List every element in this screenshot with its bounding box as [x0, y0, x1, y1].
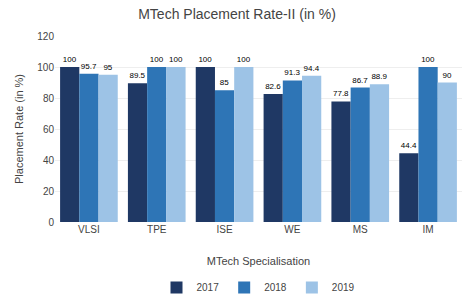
svg-text:94.4: 94.4: [304, 64, 320, 73]
svg-text:0: 0: [48, 217, 54, 228]
svg-text:100: 100: [63, 55, 77, 64]
svg-text:2017: 2017: [197, 282, 220, 293]
svg-text:100: 100: [37, 62, 54, 73]
svg-text:2018: 2018: [264, 282, 287, 293]
svg-text:89.5: 89.5: [129, 71, 145, 80]
svg-text:WE: WE: [284, 224, 300, 235]
svg-text:77.8: 77.8: [333, 89, 349, 98]
svg-text:100: 100: [150, 55, 164, 64]
svg-text:91.3: 91.3: [284, 68, 300, 77]
svg-text:100: 100: [198, 55, 212, 64]
svg-text:MTech Specialisation: MTech Specialisation: [207, 255, 310, 267]
svg-text:100: 100: [169, 55, 183, 64]
svg-text:TPE: TPE: [147, 224, 167, 235]
svg-text:80: 80: [43, 93, 55, 104]
svg-text:44.4: 44.4: [401, 141, 417, 150]
svg-text:90: 90: [443, 71, 452, 80]
svg-text:86.7: 86.7: [352, 76, 368, 85]
svg-text:82.6: 82.6: [265, 82, 281, 91]
svg-text:85: 85: [220, 78, 229, 87]
svg-text:120: 120: [37, 31, 54, 42]
svg-text:MS: MS: [353, 224, 368, 235]
svg-text:20: 20: [43, 186, 55, 197]
svg-text:60: 60: [43, 124, 55, 135]
svg-text:MTech Placement Rate-II (in %): MTech Placement Rate-II (in %): [138, 6, 336, 22]
svg-text:IM: IM: [423, 224, 434, 235]
svg-text:95: 95: [103, 63, 112, 72]
svg-text:VLSI: VLSI: [78, 224, 100, 235]
svg-text:88.9: 88.9: [371, 72, 387, 81]
svg-text:100: 100: [237, 55, 251, 64]
svg-text:95.7: 95.7: [81, 62, 97, 71]
svg-text:100: 100: [421, 55, 435, 64]
svg-text:40: 40: [43, 155, 55, 166]
svg-text:2019: 2019: [332, 282, 355, 293]
svg-text:ISE: ISE: [217, 224, 233, 235]
svg-text:Placement Rate (in %): Placement Rate (in %): [13, 74, 25, 184]
